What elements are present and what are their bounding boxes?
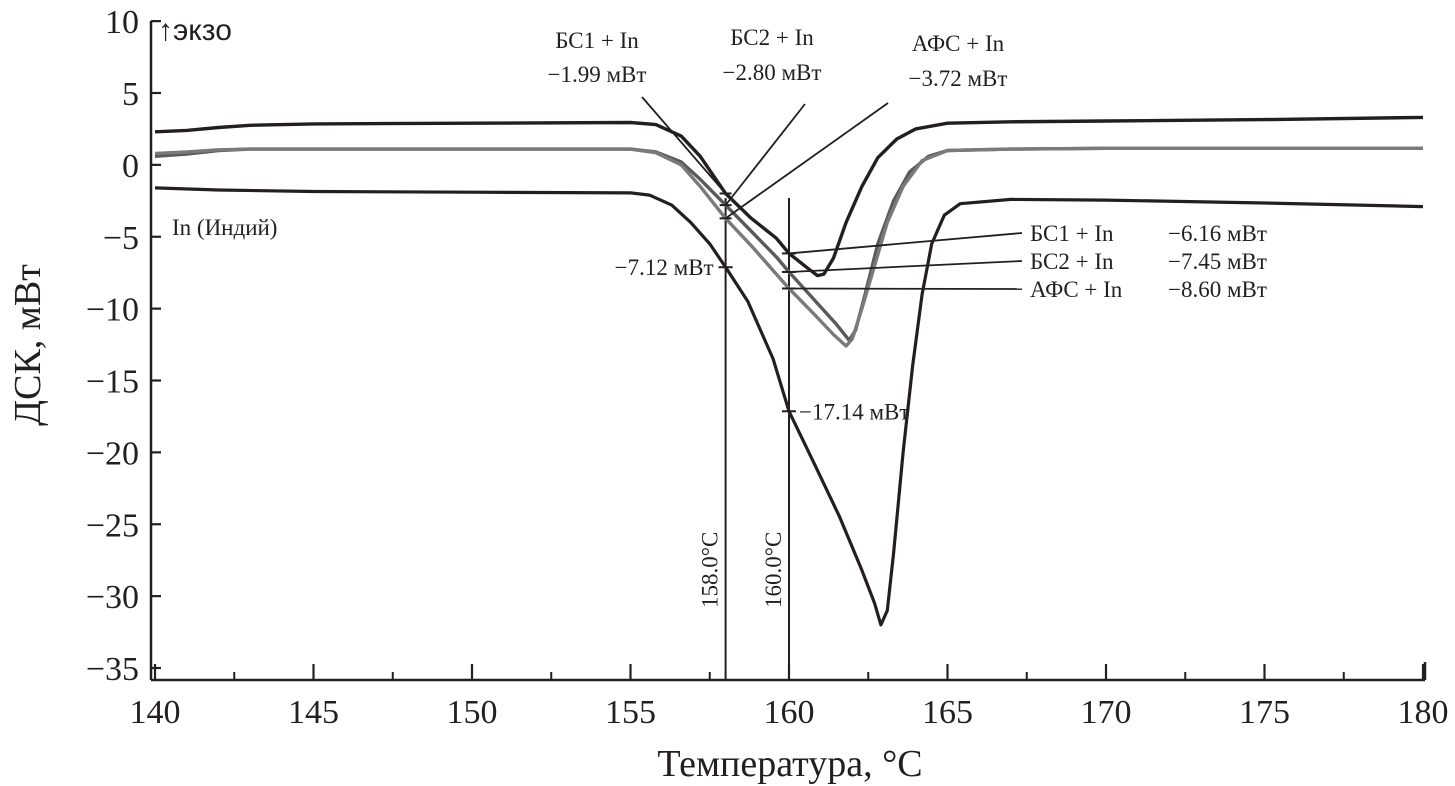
- x-tick-label: 170: [1081, 694, 1132, 731]
- at-160-name: БС2 + In: [1030, 249, 1114, 274]
- y-tick-label: −20: [86, 435, 139, 472]
- onset-label-name: АФС + In: [912, 31, 1005, 56]
- y-tick-label: −30: [86, 579, 139, 616]
- vertical-markers: 158.0°C 160.0°C: [698, 197, 790, 680]
- y-tick-label: −25: [86, 507, 139, 544]
- x-tick-label: 175: [1239, 694, 1290, 731]
- x-tick-label: 160: [764, 694, 815, 731]
- x-tick-label: 180: [1398, 694, 1449, 731]
- y-axis-title: ДСК, мВт: [7, 264, 49, 426]
- x-tick-label: 150: [447, 694, 498, 731]
- x-axis-title: Температура, °C: [657, 743, 922, 785]
- series-lines: [154, 115, 1424, 627]
- at-160-leader-line: [788, 287, 1023, 290]
- onset-label-name: БС2 + In: [730, 25, 814, 50]
- y-tick-label: 10: [105, 4, 139, 41]
- series-line: [154, 186, 1424, 627]
- indium-160-value: −17.14 мВт: [799, 399, 909, 424]
- onset-label-name: БС1 + In: [555, 28, 639, 53]
- onset-leader-line: [725, 102, 889, 220]
- x-tick-label: 140: [130, 694, 181, 731]
- x-tick-label: 145: [288, 694, 339, 731]
- y-tick-label: −5: [103, 220, 139, 257]
- onset-label-value: −3.72 мВт: [909, 66, 1008, 91]
- at-160-value: −7.45 мВт: [1168, 249, 1267, 274]
- series-line: [154, 146, 1423, 348]
- onset-label-value: −1.99 мВт: [548, 62, 647, 87]
- marker-label: 158.0°C: [698, 532, 723, 608]
- at-160-name: АФС + In: [1030, 277, 1123, 302]
- indium-158-value: −7.12 мВт: [615, 255, 714, 280]
- x-tick-label: 155: [605, 694, 656, 731]
- at-160-value: −8.60 мВт: [1168, 277, 1267, 302]
- y-tick-label: −15: [86, 364, 139, 401]
- y-tick-label: 0: [122, 148, 139, 185]
- y-tick-label: −35: [86, 651, 139, 688]
- y-tick-label: 5: [122, 76, 139, 113]
- onset-leader-line: [724, 103, 806, 206]
- y-tick-label: −10: [86, 292, 139, 329]
- at-160-leader-line: [788, 232, 1023, 255]
- x-tick-label: 165: [922, 694, 973, 731]
- at-160-value: −6.16 мВт: [1168, 221, 1267, 246]
- axes: 140 145 150 155 160 165 170 175 180 10 5 0 −5 −10 −15 −…: [86, 4, 1449, 731]
- annotations: БС1 + In −1.99 мВт БС2 + In −2.80 мВт АФС + …: [548, 25, 1267, 424]
- indium-series-label: In (Индий): [172, 215, 277, 240]
- at-160-name: БС1 + In: [1030, 221, 1114, 246]
- marker-label: 160.0°C: [761, 532, 786, 608]
- series-line: [154, 115, 1424, 278]
- at-160-leader-line: [788, 260, 1023, 273]
- onset-label-value: −2.80 мВт: [723, 60, 822, 85]
- exo-label: ↑экзо: [158, 14, 232, 47]
- onset-leader-line: [641, 96, 727, 195]
